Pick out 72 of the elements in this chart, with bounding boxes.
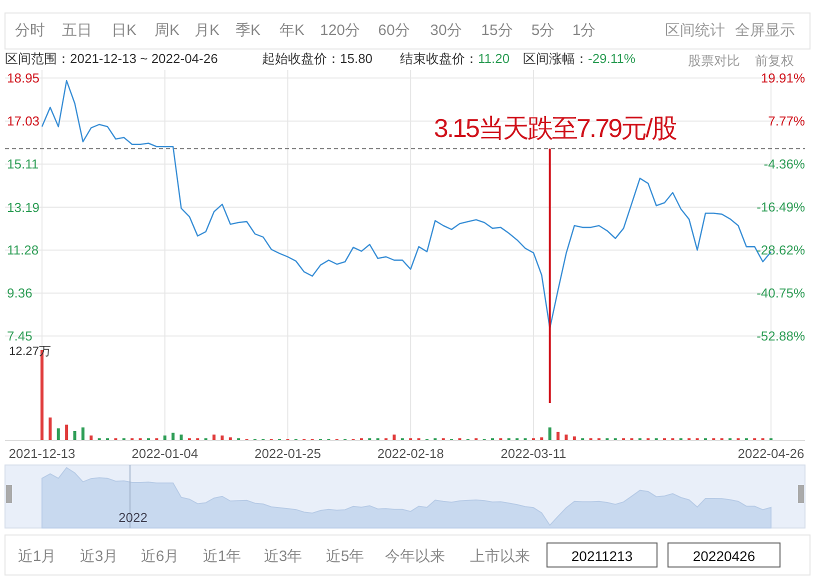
bar: [48, 418, 52, 440]
bar: [56, 428, 60, 440]
bar: [572, 436, 576, 440]
text: 年K: [279, 22, 305, 39]
text: 上市以来: [470, 548, 530, 565]
text: 五日: [62, 22, 92, 39]
bar: [81, 427, 84, 440]
text: 周K: [154, 22, 180, 39]
bar: [392, 434, 396, 440]
y2-tick-label: 7.77%: [768, 114, 806, 129]
y2-tick-label: -40.75%: [756, 286, 806, 301]
text: 起始收盘价：15.80: [262, 51, 373, 66]
text: 60分: [378, 22, 410, 39]
text: 今年以来: [385, 548, 445, 565]
text: 2022: [118, 510, 148, 525]
text: 月K: [194, 22, 220, 39]
annotation: 12.27万: [9, 344, 52, 358]
bar: [212, 434, 216, 440]
x-tick-label: 2022-03-11: [500, 446, 566, 461]
y-tick-label: 17.03: [7, 114, 40, 129]
bar: [556, 432, 560, 440]
text: 季K: [235, 22, 261, 39]
text: 全屏显示: [735, 22, 795, 39]
bar: [180, 434, 183, 440]
y-tick-label: 18.95: [7, 70, 40, 86]
x-tick-label: 2022-02-18: [377, 446, 444, 461]
text: 区间涨幅：-29.11%: [523, 51, 636, 66]
y2-tick-label: -4.36%: [764, 156, 806, 172]
y-tick-label: 7.45: [7, 328, 32, 344]
bar: [564, 434, 568, 440]
text: 日K: [111, 22, 137, 39]
y2-tick-label: -28.62%: [756, 242, 806, 258]
x-tick-label: 2022-01-25: [254, 446, 321, 461]
text: 近3月: [80, 548, 118, 565]
y-tick-label: 9.36: [7, 286, 32, 301]
bar: [73, 431, 76, 440]
bar: [172, 432, 175, 440]
bar: [548, 427, 552, 440]
text: 20211213: [571, 548, 633, 564]
x-tick-label: 2022-01-04: [132, 446, 198, 461]
text: 近3年: [264, 548, 302, 565]
y-tick-label: 13.19: [7, 200, 40, 215]
text: 1分: [572, 22, 596, 39]
bar: [220, 436, 224, 440]
bar: [540, 437, 544, 440]
text: 120分: [320, 22, 360, 39]
text: 前复权: [755, 53, 794, 68]
y2-tick-label: 19.91%: [760, 70, 806, 86]
text: 5分: [531, 22, 555, 39]
y-tick-label: 11.28: [7, 242, 39, 258]
text: 20220426: [692, 548, 756, 564]
bar: [228, 437, 232, 440]
text: 近5年: [326, 548, 364, 565]
text: 股票对比: [688, 53, 740, 68]
text: 15分: [481, 22, 513, 39]
bar: [90, 436, 93, 440]
x-tick-label: 2021-12-13: [8, 446, 76, 461]
bar: [163, 436, 166, 440]
text: 近1年: [202, 548, 242, 565]
text: 近6月: [140, 548, 180, 565]
y2-tick-label: -16.49%: [756, 200, 806, 215]
x-tick-label: 2022-04-26: [738, 446, 804, 461]
y2-tick-label: -52.88%: [756, 328, 806, 344]
text: 区间统计: [665, 22, 725, 39]
text: 分时: [15, 22, 45, 39]
text: 结束收盘价：11.20: [400, 51, 510, 66]
bar: [65, 424, 68, 440]
text: 区间范围：2021-12-13 ~ 2022-04-26: [5, 51, 218, 66]
text: 近1月: [18, 548, 56, 565]
y-tick-label: 15.11: [7, 156, 39, 172]
text: 30分: [430, 22, 462, 39]
annotation: 3.15当天跌至7.79元/股: [434, 113, 678, 143]
